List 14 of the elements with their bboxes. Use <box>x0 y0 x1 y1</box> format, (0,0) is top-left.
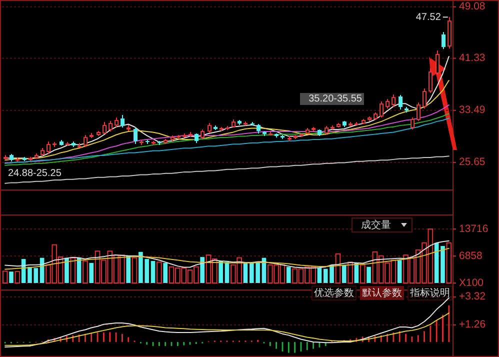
annotation: 优选参数 <box>314 287 354 300</box>
annotation: 24.88-25.25 <box>8 168 62 180</box>
y-tick-label: 25.65 <box>459 156 486 168</box>
y-tick-label: +1.26 <box>459 318 486 331</box>
y-tick-label: 33.49 <box>459 104 486 116</box>
annotation: 35.20-35.55 <box>308 94 362 105</box>
annotation: 47.52 <box>416 12 442 23</box>
y-tick-label: 41.33 <box>459 52 486 64</box>
y-tick-label: X100 <box>459 276 484 289</box>
text: 成交量 <box>361 219 391 232</box>
y-tick-label: 6858 <box>459 250 483 262</box>
y-tick-label: 49.08 <box>459 0 486 13</box>
y-tick-label: +3.32 <box>459 290 486 303</box>
y-tick-label: 13716 <box>459 222 488 235</box>
